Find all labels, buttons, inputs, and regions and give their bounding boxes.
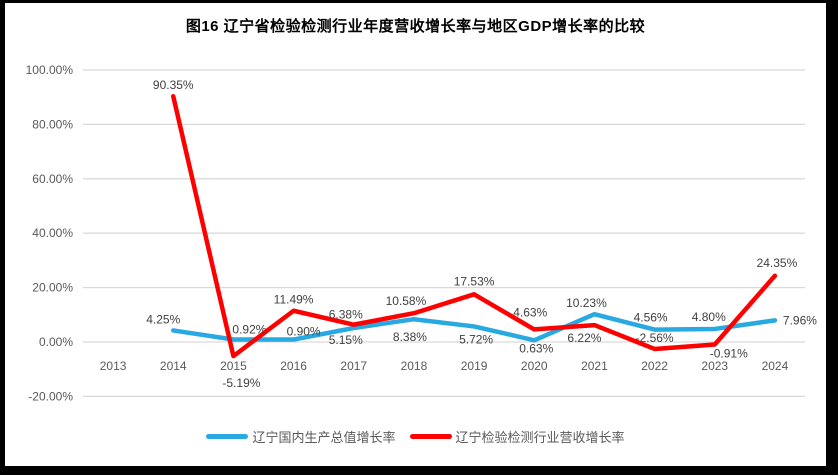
x-axis-tick-label: 2013 xyxy=(100,359,127,373)
x-axis-tick-label: 2017 xyxy=(340,359,367,373)
legend-line-industry-icon xyxy=(409,433,452,439)
data-label: -0.91% xyxy=(710,346,748,360)
data-label: 0.90% xyxy=(287,325,321,339)
x-axis-tick-label: 2016 xyxy=(280,359,307,373)
legend-item-gdp: 辽宁国内生产总值增长率 xyxy=(206,427,396,446)
x-axis-tick-label: 2018 xyxy=(401,359,428,373)
data-label: 5.15% xyxy=(329,333,363,347)
legend-label-industry: 辽宁检验检测行业营收增长率 xyxy=(455,429,625,445)
series-line-1 xyxy=(171,93,778,359)
data-label: 0.92% xyxy=(232,322,266,336)
data-label: 90.35% xyxy=(153,78,194,92)
legend-line-gdp-icon xyxy=(206,433,249,439)
data-label: 17.53% xyxy=(454,274,495,288)
chart-svg: 100.00% 80.00% 60.00% 40.00% 20.00% 0.00% -20.… xyxy=(26,63,818,403)
data-label: 7.96% xyxy=(783,313,817,327)
series-line-0 xyxy=(171,311,778,343)
legend-item-industry: 辽宁检验检测行业营收增长率 xyxy=(409,427,625,446)
y-axis-tick-label: 20.00% xyxy=(32,281,73,295)
x-axis-tick-label: 2021 xyxy=(581,359,608,373)
y-axis-tick-label: 80.00% xyxy=(32,117,73,131)
data-label: 4.56% xyxy=(634,311,668,325)
x-axis-tick-label: 2014 xyxy=(160,359,187,373)
y-axis-tick-label: 0.00% xyxy=(39,335,73,349)
x-axis-tick-label: 2019 xyxy=(461,359,488,373)
y-axis-tick-label: 60.00% xyxy=(32,172,73,186)
data-label: 4.63% xyxy=(513,305,547,319)
data-label: 0.63% xyxy=(519,341,553,355)
y-axis-tick-label: -20.00% xyxy=(28,389,73,403)
x-axis-tick-label: 2022 xyxy=(641,359,668,373)
data-label: 4.80% xyxy=(692,310,726,324)
data-label: 10.23% xyxy=(566,296,607,310)
data-label: 24.35% xyxy=(757,256,798,270)
data-label: 5.72% xyxy=(459,332,493,346)
y-axis-tick-label: 40.00% xyxy=(32,226,73,240)
data-label: 8.38% xyxy=(393,330,427,344)
x-axis-tick-label: 2024 xyxy=(762,359,789,373)
chart-title: 图16 辽宁省检验检测行业年度营收增长率与地区GDP增长率的比较 xyxy=(185,18,646,35)
y-axis-tick-label: 100.00% xyxy=(26,63,74,77)
x-axis-tick-label: 2023 xyxy=(701,359,728,373)
legend: 辽宁国内生产总值增长率 辽宁检验检测行业营收增长率 xyxy=(5,425,826,447)
data-label: -2.56% xyxy=(636,331,674,345)
x-axis-tick-label: 2020 xyxy=(521,359,548,373)
data-label: 4.25% xyxy=(146,312,180,326)
data-label: 10.58% xyxy=(386,294,427,308)
data-label: 6.22% xyxy=(567,331,601,345)
data-label: -5.19% xyxy=(222,376,260,390)
legend-label-gdp: 辽宁国内生产总值增长率 xyxy=(252,429,396,445)
data-label: 11.49% xyxy=(274,293,314,307)
data-label: 6.38% xyxy=(329,308,363,322)
x-axis-tick-label: 2015 xyxy=(220,359,247,373)
